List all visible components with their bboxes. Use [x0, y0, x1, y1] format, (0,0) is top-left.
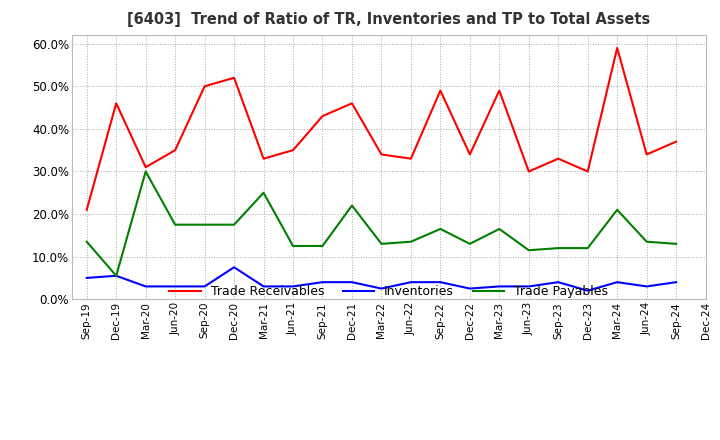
Inventories	[289, 284, 297, 289]
Trade Receivables	[289, 147, 297, 153]
Inventories	[407, 279, 415, 285]
Inventories	[672, 279, 680, 285]
Trade Receivables	[200, 84, 209, 89]
Trade Receivables	[495, 88, 503, 93]
Inventories	[348, 279, 356, 285]
Inventories	[230, 264, 238, 270]
Trade Receivables	[642, 152, 651, 157]
Trade Receivables	[672, 139, 680, 144]
Trade Payables	[230, 222, 238, 227]
Trade Payables	[672, 241, 680, 246]
Title: [6403]  Trend of Ratio of TR, Inventories and TP to Total Assets: [6403] Trend of Ratio of TR, Inventories…	[127, 12, 650, 27]
Trade Receivables	[466, 152, 474, 157]
Trade Payables	[259, 190, 268, 195]
Inventories	[171, 284, 179, 289]
Trade Payables	[407, 239, 415, 244]
Trade Payables	[348, 203, 356, 208]
Inventories	[613, 279, 621, 285]
Line: Trade Payables: Trade Payables	[86, 172, 676, 276]
Trade Receivables	[554, 156, 562, 161]
Trade Receivables	[348, 101, 356, 106]
Trade Payables	[524, 248, 533, 253]
Legend: Trade Receivables, Inventories, Trade Payables: Trade Receivables, Inventories, Trade Pa…	[169, 285, 608, 298]
Inventories	[200, 284, 209, 289]
Inventories	[524, 284, 533, 289]
Inventories	[141, 284, 150, 289]
Line: Trade Receivables: Trade Receivables	[86, 48, 676, 210]
Trade Payables	[289, 243, 297, 249]
Trade Receivables	[112, 101, 120, 106]
Trade Receivables	[377, 152, 386, 157]
Trade Payables	[82, 239, 91, 244]
Trade Payables	[377, 241, 386, 246]
Trade Payables	[171, 222, 179, 227]
Line: Inventories: Inventories	[86, 267, 676, 291]
Trade Payables	[583, 246, 592, 251]
Trade Payables	[642, 239, 651, 244]
Trade Payables	[613, 207, 621, 213]
Inventories	[554, 279, 562, 285]
Inventories	[318, 279, 327, 285]
Trade Receivables	[318, 114, 327, 119]
Trade Payables	[466, 241, 474, 246]
Trade Payables	[554, 246, 562, 251]
Trade Payables	[318, 243, 327, 249]
Inventories	[377, 286, 386, 291]
Inventories	[112, 273, 120, 279]
Inventories	[466, 286, 474, 291]
Trade Receivables	[407, 156, 415, 161]
Inventories	[642, 284, 651, 289]
Trade Receivables	[583, 169, 592, 174]
Trade Payables	[495, 226, 503, 231]
Trade Receivables	[171, 147, 179, 153]
Trade Receivables	[613, 45, 621, 51]
Trade Receivables	[524, 169, 533, 174]
Trade Payables	[141, 169, 150, 174]
Inventories	[583, 288, 592, 293]
Inventories	[259, 284, 268, 289]
Inventories	[436, 279, 445, 285]
Trade Receivables	[259, 156, 268, 161]
Trade Receivables	[230, 75, 238, 81]
Trade Payables	[200, 222, 209, 227]
Inventories	[495, 284, 503, 289]
Inventories	[82, 275, 91, 281]
Trade Receivables	[141, 165, 150, 170]
Trade Payables	[436, 226, 445, 231]
Trade Receivables	[82, 207, 91, 213]
Trade Payables	[112, 273, 120, 279]
Trade Receivables	[436, 88, 445, 93]
